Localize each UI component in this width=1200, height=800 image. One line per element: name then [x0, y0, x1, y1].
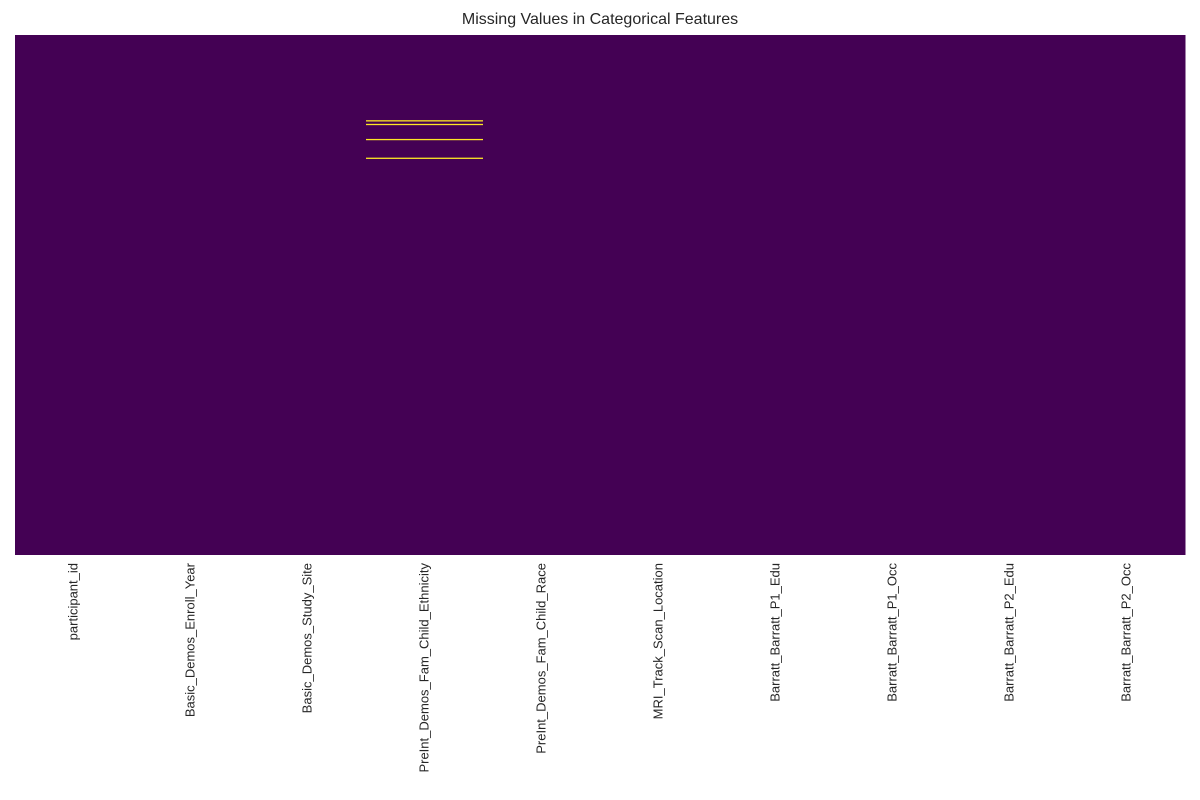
- missing-value-marker: [366, 124, 483, 125]
- x-tick-label: MRI_Track_Scan_Location: [651, 563, 666, 719]
- x-tick-label: Basic_Demos_Study_Site: [300, 563, 315, 713]
- heatmap-column-0: [15, 35, 133, 555]
- heatmap-column-3: [366, 35, 484, 555]
- heatmap-column-9: [1068, 35, 1186, 555]
- missing-value-marker: [366, 158, 483, 159]
- x-tick-label: Barratt_Barratt_P1_Edu: [768, 563, 783, 702]
- x-tick-label: Barratt_Barratt_P2_Edu: [1002, 563, 1017, 702]
- x-tick-label: PreInt_Demos_Fam_Child_Ethnicity: [417, 563, 432, 773]
- heatmap-column-1: [132, 35, 250, 555]
- x-tick-label: PreInt_Demos_Fam_Child_Race: [534, 563, 549, 754]
- heatmap-column-7: [834, 35, 952, 555]
- x-tick-labels: participant_id Basic_Demos_Enroll_Year Bas…: [66, 562, 1134, 772]
- heatmap-column-5: [600, 35, 718, 555]
- missing-value-marker: [366, 139, 483, 140]
- x-tick-label: Barratt_Barratt_P2_Occ: [1119, 563, 1134, 702]
- heatmap-column-6: [717, 35, 835, 555]
- heatmap-column-2: [249, 35, 367, 555]
- missing-value-marker: [366, 120, 483, 121]
- heatmap-column-4: [483, 35, 601, 555]
- heatmap-column-8: [951, 35, 1069, 555]
- x-tick-label: Basic_Demos_Enroll_Year: [183, 562, 198, 717]
- x-tick-label: participant_id: [66, 563, 81, 640]
- x-tick-label: Barratt_Barratt_P1_Occ: [885, 563, 900, 702]
- heatmap-cells: [15, 35, 1186, 555]
